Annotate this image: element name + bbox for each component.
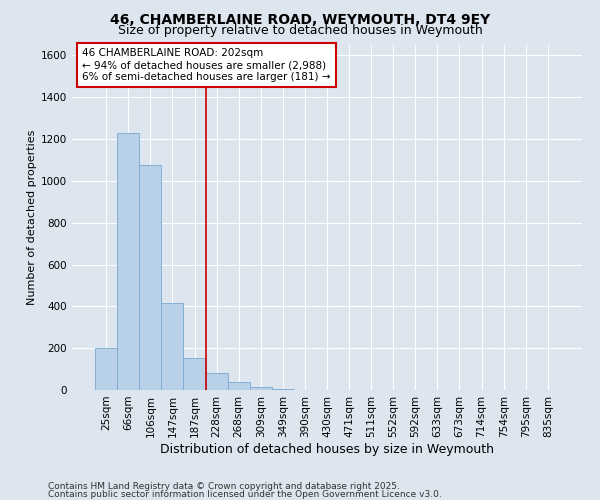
Bar (227, 382, 250, 390)
Bar (206, 374, 227, 390)
Text: Contains public sector information licensed under the Open Government Licence v3: Contains public sector information licen… (48, 490, 442, 499)
Text: 46, CHAMBERLAINE ROAD, WEYMOUTH, DT4 9EY: 46, CHAMBERLAINE ROAD, WEYMOUTH, DT4 9EY (110, 12, 490, 26)
Bar (117, 133, 139, 390)
Y-axis label: Number of detached properties: Number of detached properties (27, 130, 37, 305)
X-axis label: Distribution of detached houses by size in Weymouth: Distribution of detached houses by size … (160, 442, 494, 456)
Text: Contains HM Land Registry data © Crown copyright and database right 2025.: Contains HM Land Registry data © Crown c… (48, 482, 400, 491)
Text: 46 CHAMBERLAINE ROAD: 202sqm
← 94% of detached houses are smaller (2,988)
6% of : 46 CHAMBERLAINE ROAD: 202sqm ← 94% of de… (82, 48, 331, 82)
Bar (184, 358, 206, 390)
Text: Size of property relative to detached houses in Weymouth: Size of property relative to detached ho… (118, 24, 482, 37)
Bar (272, 389, 294, 390)
Bar (161, 303, 184, 390)
Bar (139, 165, 161, 390)
Bar (250, 387, 272, 390)
Bar (95, 348, 117, 390)
